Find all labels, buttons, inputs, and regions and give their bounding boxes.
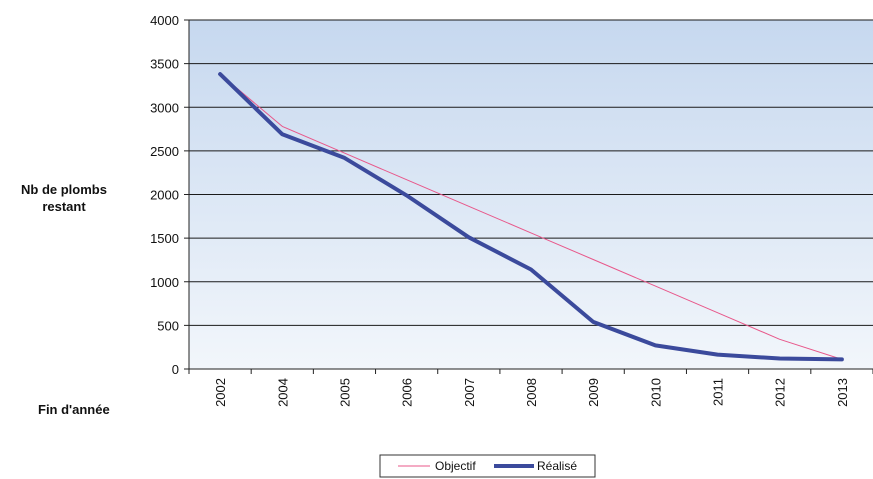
grid-lines: [189, 19, 873, 326]
y-tick-label-3000: 3000: [150, 100, 179, 115]
x-tick-label-2008: 2008: [524, 378, 539, 407]
y-tick-label-1000: 1000: [150, 275, 179, 290]
y-tick-label-500: 500: [157, 318, 179, 333]
x-tick-label-2006: 2006: [400, 378, 415, 407]
x-tick-label-2010: 2010: [648, 378, 663, 407]
y-tick-label-0: 0: [172, 362, 179, 377]
y-tick-labels: 0 500 1000 1500 2000 2500 3000 3500 4000: [150, 13, 179, 377]
axes: [184, 19, 873, 374]
y-tick-label-2000: 2000: [150, 188, 179, 203]
x-tick-label-2013: 2013: [835, 378, 850, 407]
x-tick-label-2005: 2005: [337, 378, 352, 407]
x-tick-label-2012: 2012: [773, 378, 788, 407]
x-tick-label-2004: 2004: [275, 378, 290, 407]
legend: Objectif Réalisé: [379, 454, 596, 478]
legend-label-realise: Réalisé: [537, 459, 577, 473]
y-tick-label-1500: 1500: [150, 231, 179, 246]
x-axis-title: Fin d'année: [38, 402, 110, 417]
x-tick-label-2007: 2007: [462, 378, 477, 407]
y-axis-title: Nb de plombs restant: [21, 182, 107, 214]
series-line-r-alis-: [218, 72, 844, 362]
y-tick-label-2500: 2500: [150, 144, 179, 159]
series-lines: [218, 72, 844, 362]
y-tick-label-4000: 4000: [150, 13, 179, 28]
legend-label-objectif: Objectif: [435, 459, 476, 473]
x-tick-labels: 2002 2004 2005 2006 2007 2008 2009 2010 2011 2012…: [213, 378, 850, 407]
x-tick-label-2011: 2011: [711, 378, 726, 406]
legend-box: [379, 454, 596, 478]
x-tick-label-2009: 2009: [586, 378, 601, 407]
x-tick-label-2002: 2002: [213, 378, 228, 407]
y-tick-label-3500: 3500: [150, 57, 179, 72]
